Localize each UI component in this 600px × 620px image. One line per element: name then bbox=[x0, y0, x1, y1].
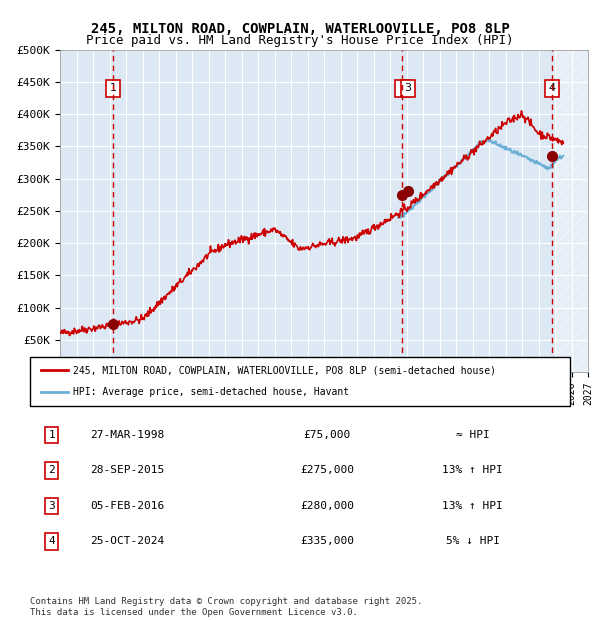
Text: 4: 4 bbox=[48, 536, 55, 546]
Text: 245, MILTON ROAD, COWPLAIN, WATERLOOVILLE, PO8 8LP (semi-detached house): 245, MILTON ROAD, COWPLAIN, WATERLOOVILL… bbox=[73, 365, 496, 375]
Text: 13% ↑ HPI: 13% ↑ HPI bbox=[442, 466, 503, 476]
Text: £75,000: £75,000 bbox=[304, 430, 350, 440]
Text: 28-SEP-2015: 28-SEP-2015 bbox=[90, 466, 164, 476]
Text: £280,000: £280,000 bbox=[300, 501, 354, 511]
Text: 5% ↓ HPI: 5% ↓ HPI bbox=[446, 536, 500, 546]
Text: 13% ↑ HPI: 13% ↑ HPI bbox=[442, 501, 503, 511]
Text: £275,000: £275,000 bbox=[300, 466, 354, 476]
Text: 245, MILTON ROAD, COWPLAIN, WATERLOOVILLE, PO8 8LP: 245, MILTON ROAD, COWPLAIN, WATERLOOVILL… bbox=[91, 22, 509, 36]
Bar bbox=[555, 50, 588, 372]
Text: 2: 2 bbox=[398, 83, 406, 93]
Text: 2: 2 bbox=[48, 466, 55, 476]
Text: 05-FEB-2016: 05-FEB-2016 bbox=[90, 501, 164, 511]
Text: Contains HM Land Registry data © Crown copyright and database right 2025.
This d: Contains HM Land Registry data © Crown c… bbox=[30, 598, 422, 617]
FancyBboxPatch shape bbox=[30, 356, 570, 406]
Text: 3: 3 bbox=[48, 501, 55, 511]
Text: £335,000: £335,000 bbox=[300, 536, 354, 546]
Text: ≈ HPI: ≈ HPI bbox=[456, 430, 490, 440]
Text: HPI: Average price, semi-detached house, Havant: HPI: Average price, semi-detached house,… bbox=[73, 388, 349, 397]
Text: 1: 1 bbox=[48, 430, 55, 440]
Text: 4: 4 bbox=[548, 83, 556, 93]
Text: 25-OCT-2024: 25-OCT-2024 bbox=[90, 536, 164, 546]
Text: 3: 3 bbox=[404, 83, 412, 93]
Text: 27-MAR-1998: 27-MAR-1998 bbox=[90, 430, 164, 440]
Text: Price paid vs. HM Land Registry's House Price Index (HPI): Price paid vs. HM Land Registry's House … bbox=[86, 34, 514, 47]
Text: 1: 1 bbox=[110, 83, 117, 93]
